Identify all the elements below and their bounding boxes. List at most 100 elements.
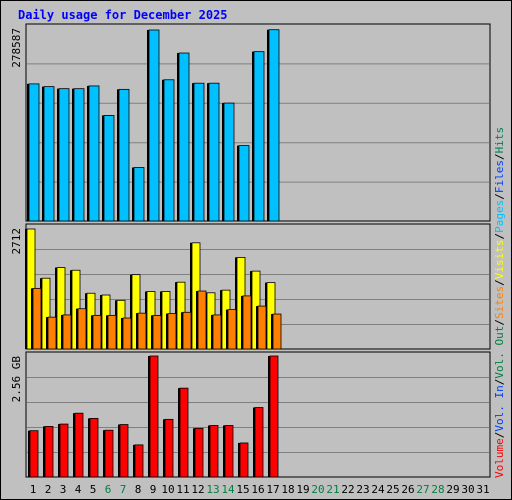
bar-volume-day-10 bbox=[164, 418, 174, 478]
x-tick-label-9: 9 bbox=[150, 483, 157, 496]
bar-hits-day-3 bbox=[58, 88, 70, 222]
bar-sites-day-3 bbox=[62, 314, 72, 350]
legend-entry: / bbox=[493, 432, 506, 439]
legend-entry: Pages bbox=[493, 200, 506, 233]
bar-hits-day-15 bbox=[238, 145, 250, 222]
x-tick-label-18: 18 bbox=[281, 483, 294, 496]
x-tick-label-19: 19 bbox=[296, 483, 309, 496]
bar-hits-day-8 bbox=[133, 167, 145, 222]
x-tick-label-3: 3 bbox=[60, 483, 67, 496]
x-tick-label-6: 6 bbox=[105, 483, 112, 496]
x-tick-label-5: 5 bbox=[90, 483, 97, 496]
bar-sites-day-4 bbox=[77, 308, 87, 350]
bar-hits-day-5 bbox=[88, 85, 100, 222]
bar-hits-day-11 bbox=[178, 52, 190, 222]
bar-volume-day-16 bbox=[254, 407, 264, 478]
bar-hits-day-7 bbox=[118, 88, 130, 222]
bar-sites-day-5 bbox=[92, 314, 102, 350]
bar-sites-day-8 bbox=[137, 312, 147, 350]
x-tick-label-4: 4 bbox=[75, 483, 82, 496]
x-tick-label-27: 27 bbox=[416, 483, 429, 496]
bar-hits-day-16 bbox=[253, 51, 265, 222]
x-tick-label-11: 11 bbox=[176, 483, 189, 496]
y-max-label: 2.56 GB bbox=[10, 356, 23, 403]
bar-hits-day-14 bbox=[223, 102, 235, 222]
bar-volume-day-9 bbox=[149, 355, 159, 478]
bar-sites-day-9 bbox=[152, 314, 162, 350]
bar-sites-day-16 bbox=[257, 305, 267, 350]
bar-volume-day-7 bbox=[119, 424, 129, 478]
bar-sites-day-1 bbox=[32, 287, 42, 350]
legend-entry: Hits bbox=[493, 127, 506, 154]
x-tick-label-2: 2 bbox=[45, 483, 52, 496]
legend-entry: / bbox=[493, 233, 506, 240]
bar-hits-day-12 bbox=[193, 82, 205, 222]
x-tick-label-8: 8 bbox=[135, 483, 142, 496]
x-tick-label-16: 16 bbox=[251, 483, 264, 496]
x-tick-label-30: 30 bbox=[461, 483, 474, 496]
bar-sites-day-6 bbox=[107, 314, 117, 350]
bar-sites-day-15 bbox=[242, 295, 252, 350]
x-tick-label-31: 31 bbox=[476, 483, 489, 496]
bar-hits-day-10 bbox=[163, 79, 175, 222]
x-tick-label-13: 13 bbox=[206, 483, 219, 496]
bar-sites-day-13 bbox=[212, 314, 222, 350]
x-tick-label-26: 26 bbox=[401, 483, 414, 496]
bar-volume-day-14 bbox=[224, 425, 234, 478]
bar-sites-day-11 bbox=[182, 311, 192, 350]
bar-sites-day-14 bbox=[227, 309, 237, 350]
x-tick-label-28: 28 bbox=[431, 483, 444, 496]
y-max-label: 2712 bbox=[10, 228, 23, 255]
x-tick-label-12: 12 bbox=[191, 483, 204, 496]
bar-volume-day-3 bbox=[59, 423, 69, 478]
x-tick-label-7: 7 bbox=[120, 483, 127, 496]
legend-entry: / bbox=[493, 379, 506, 386]
bar-volume-day-12 bbox=[194, 427, 204, 478]
legend-entry: Vol. Out bbox=[493, 326, 506, 379]
bar-volume-day-1 bbox=[29, 430, 39, 478]
chart-title: Daily usage for December 2025 bbox=[18, 8, 228, 22]
x-tick-label-17: 17 bbox=[266, 483, 279, 496]
bar-hits-day-17 bbox=[268, 29, 280, 222]
x-tick-label-14: 14 bbox=[221, 483, 235, 496]
bar-hits-day-9 bbox=[148, 29, 160, 222]
bar-hits-day-4 bbox=[73, 88, 85, 222]
legend-entry: Files bbox=[493, 160, 506, 193]
bar-sites-day-7 bbox=[122, 317, 132, 350]
legend-entry: / bbox=[493, 279, 506, 286]
bar-hits-day-13 bbox=[208, 82, 220, 222]
y-max-label: 278587 bbox=[10, 28, 23, 68]
x-tick-label-22: 22 bbox=[341, 483, 354, 496]
legend-entry: / bbox=[493, 193, 506, 200]
x-tick-label-1: 1 bbox=[30, 483, 37, 496]
bar-volume-day-5 bbox=[89, 417, 99, 478]
bar-hits-day-6 bbox=[103, 115, 115, 222]
bar-volume-day-4 bbox=[74, 412, 84, 478]
x-tick-label-25: 25 bbox=[386, 483, 399, 496]
bar-volume-day-17 bbox=[269, 355, 279, 478]
bar-volume-day-6 bbox=[104, 429, 114, 478]
legend-entry: / bbox=[493, 153, 506, 160]
legend-entry: / bbox=[493, 319, 506, 326]
bar-hits-day-2 bbox=[43, 86, 55, 222]
legend-entry: Sites bbox=[493, 286, 506, 319]
right-legend: Volume/Vol. In/Vol. Out/Sites/Visits/Pag… bbox=[493, 127, 506, 478]
x-tick-label-23: 23 bbox=[356, 483, 369, 496]
x-tick-label-29: 29 bbox=[446, 483, 459, 496]
bar-volume-day-2 bbox=[44, 426, 54, 478]
bar-volume-day-13 bbox=[209, 425, 219, 478]
bar-volume-day-11 bbox=[179, 387, 189, 478]
legend-entry: Visits bbox=[493, 240, 506, 280]
bar-volume-day-15 bbox=[239, 442, 249, 478]
x-tick-label-21: 21 bbox=[326, 483, 339, 496]
bar-sites-day-17 bbox=[272, 313, 282, 350]
x-tick-label-10: 10 bbox=[161, 483, 174, 496]
x-tick-label-24: 24 bbox=[371, 483, 385, 496]
bar-sites-day-12 bbox=[197, 290, 207, 350]
legend-entry: Volume bbox=[493, 438, 506, 478]
x-tick-label-20: 20 bbox=[311, 483, 324, 496]
bar-sites-day-2 bbox=[47, 316, 57, 350]
bar-volume-day-8 bbox=[134, 444, 144, 478]
bar-sites-day-10 bbox=[167, 313, 177, 350]
